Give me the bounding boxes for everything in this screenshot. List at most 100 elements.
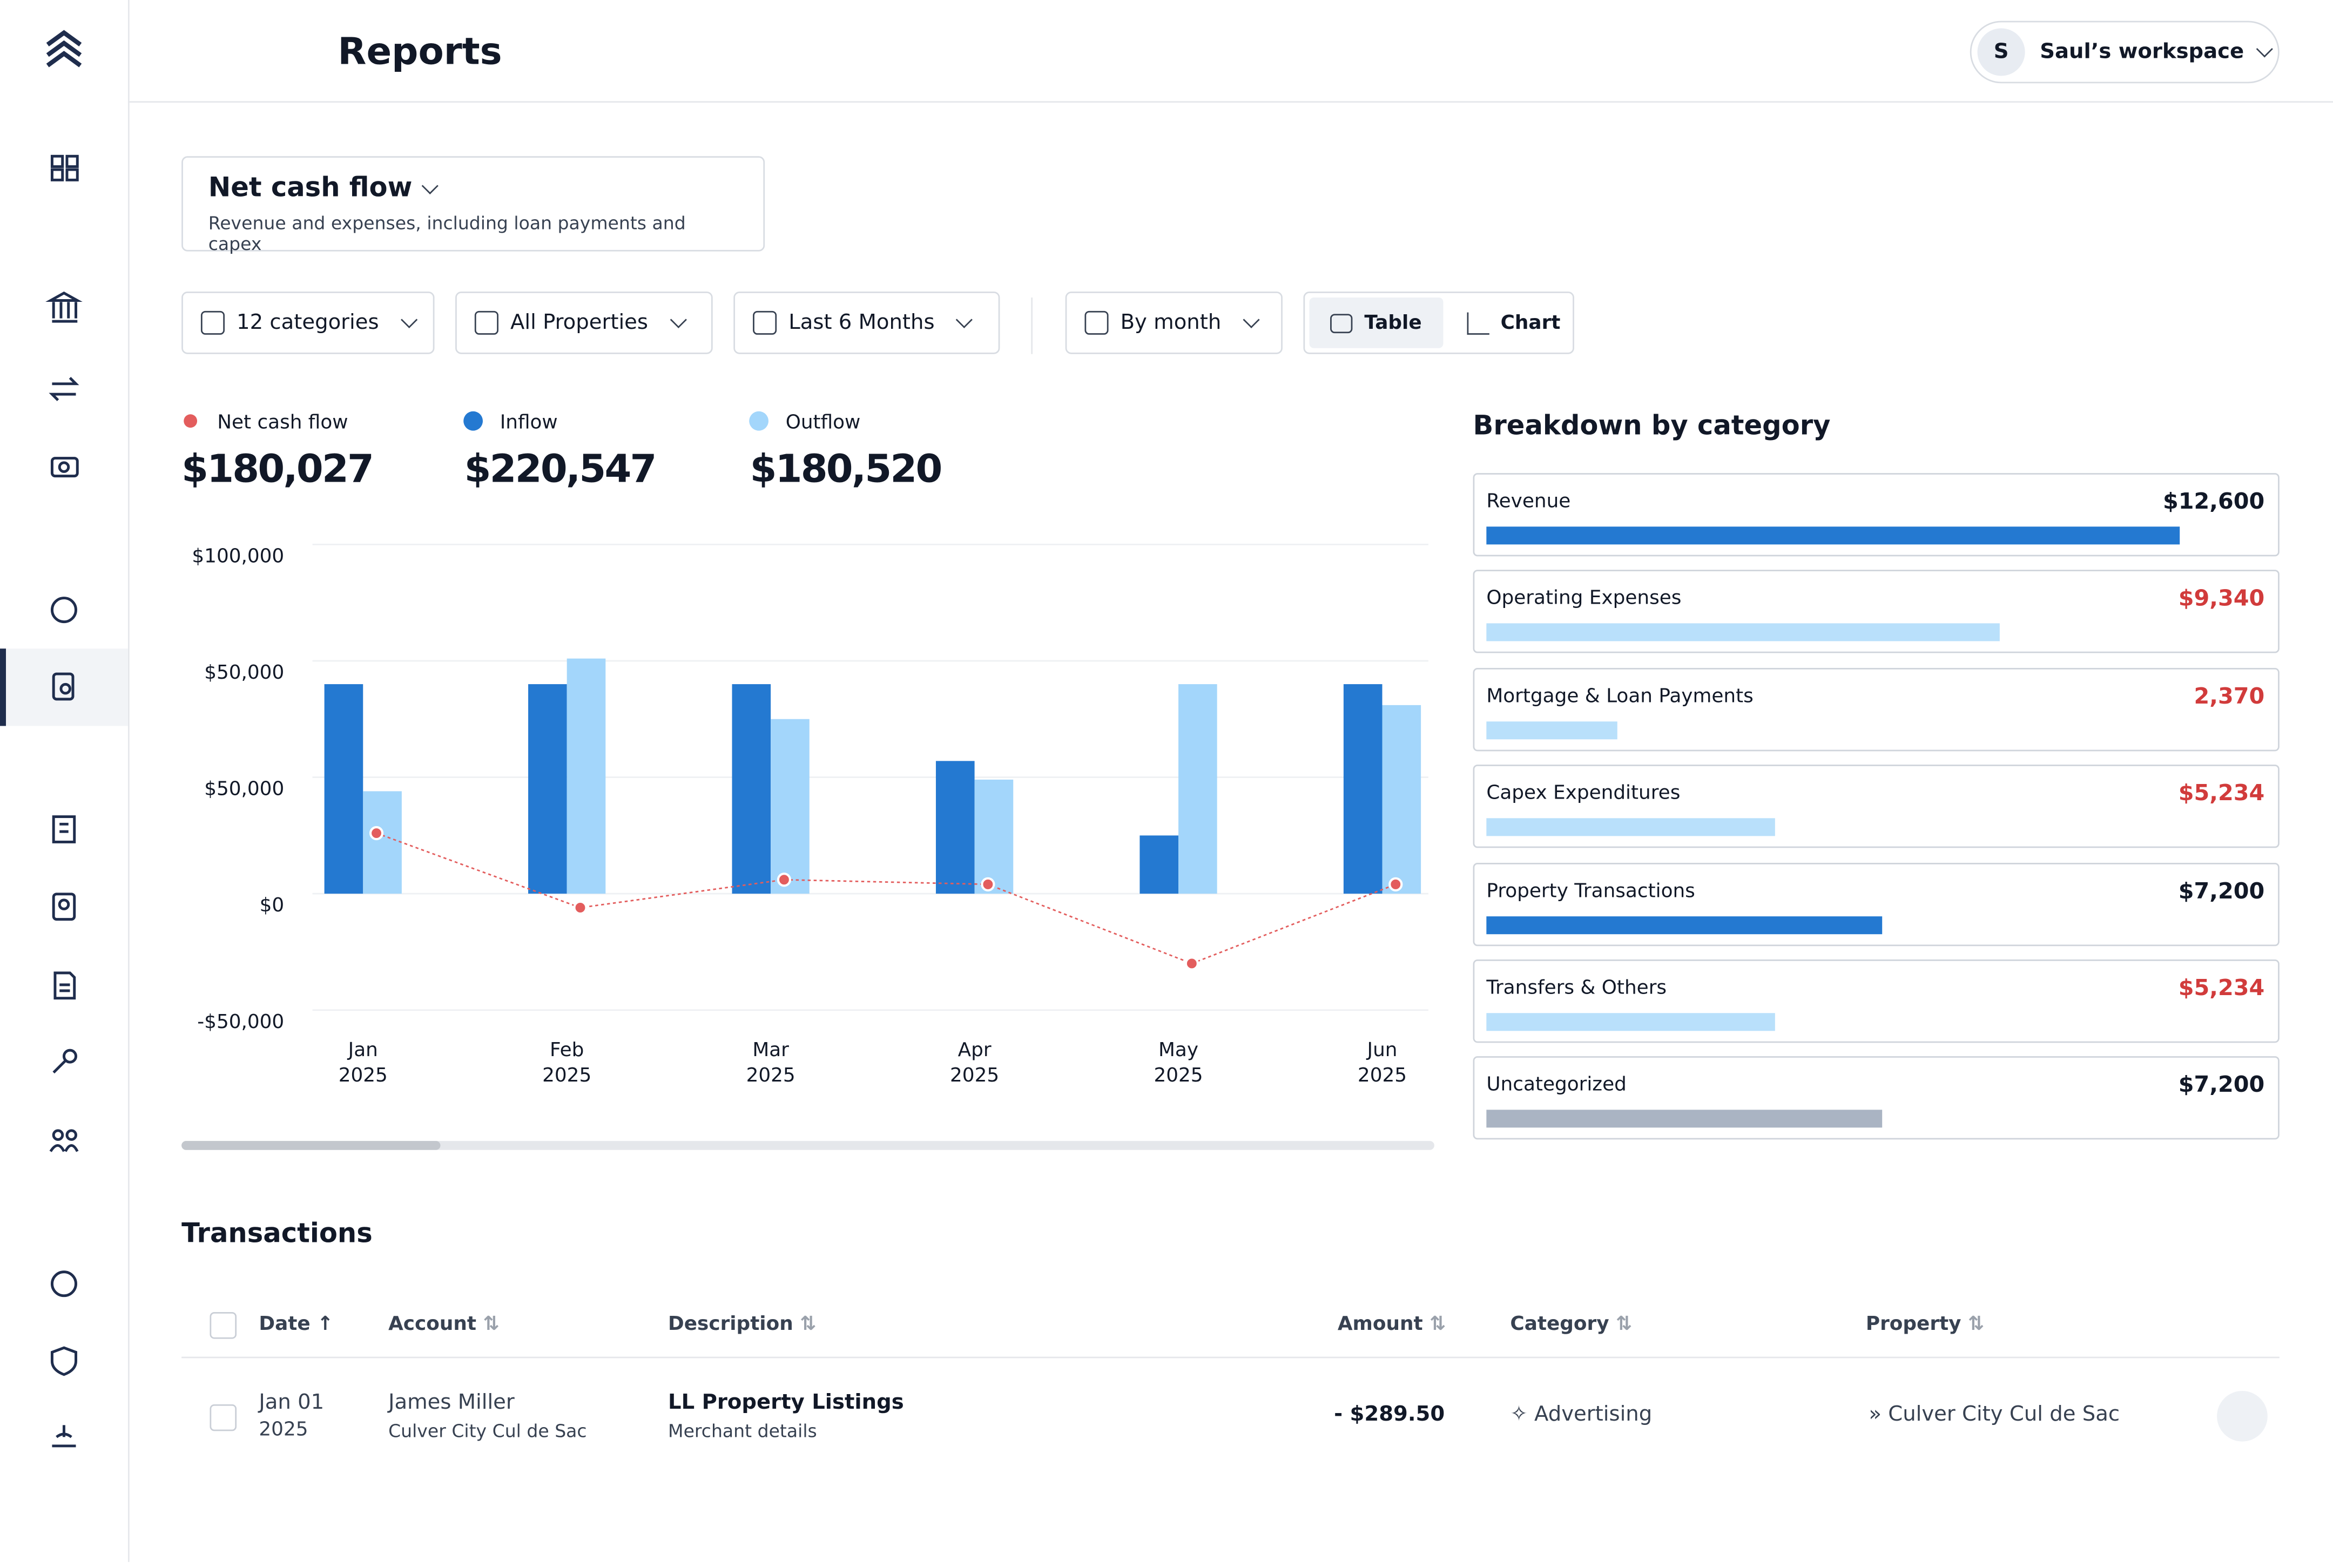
divider [1031, 298, 1033, 354]
y-tick-label: $50,000 [204, 778, 284, 800]
column-header[interactable]: Account ⇅ [388, 1313, 500, 1336]
breakdown-row[interactable]: Mortgage & Loan Payments 2,370 [1473, 667, 2280, 751]
description-sub: Merchant details [668, 1421, 817, 1442]
group-filter[interactable]: By month [1065, 291, 1283, 354]
category-name: Revenue [1486, 491, 1571, 513]
category-name: Operating Expenses [1486, 588, 1682, 611]
net-point [369, 826, 384, 841]
tab-label: Chart [1500, 312, 1561, 334]
category-value: $5,234 [2178, 780, 2265, 807]
category-bar [1486, 721, 1617, 739]
category-value: $7,200 [2178, 877, 2265, 904]
net-point [1388, 877, 1403, 891]
property-cell[interactable]: » Culver City Cul de Sac [1869, 1403, 2120, 1427]
column-header[interactable]: Amount ⇅ [1337, 1313, 1446, 1336]
report-subtitle: Revenue and expenses, including loan pay… [208, 212, 686, 255]
workspace-switcher[interactable]: S Saul’s workspace [1970, 21, 2280, 84]
column-header[interactable]: Category ⇅ [1510, 1313, 1633, 1336]
x-tick-label: Apr 2025 [950, 1039, 999, 1086]
column-header[interactable]: Description ⇅ [668, 1313, 817, 1336]
breakdown-row[interactable]: Property Transactions $7,200 [1473, 862, 2280, 946]
total-value: $180,520 [750, 447, 941, 491]
breakdown-row[interactable]: Uncategorized $7,200 [1473, 1057, 2280, 1140]
property-filter[interactable]: All Properties [455, 291, 713, 354]
account-cell: James Miller Culver City Cul de Sac [388, 1391, 587, 1442]
breakdown-row[interactable]: Capex Expenditures $5,234 [1473, 765, 2280, 848]
category-name: Uncategorized [1486, 1074, 1627, 1097]
bar [771, 719, 810, 894]
y-tick-label: $0 [260, 894, 285, 916]
breakdown-row[interactable]: Operating Expenses $9,340 [1473, 570, 2280, 654]
category-filter[interactable]: 12 categories [181, 291, 435, 354]
legend-swatch [749, 411, 769, 431]
review-button[interactable] [2217, 1391, 2268, 1442]
select-all[interactable] [210, 1312, 237, 1339]
legend-label: Inflow [500, 411, 558, 433]
category-name: Capex Expenditures [1486, 782, 1681, 806]
total-value: $220,547 [464, 447, 656, 491]
description-cell: LL Property Listings Merchant details [668, 1391, 904, 1442]
net-point [981, 877, 995, 891]
column-header[interactable]: Property ⇅ [1865, 1313, 1985, 1336]
sidebar [0, 0, 130, 1562]
property: Culver City Cul de Sac [1888, 1403, 2120, 1427]
bar [567, 658, 606, 894]
column-header[interactable]: Date ↑ [259, 1313, 334, 1336]
net-point [1184, 956, 1199, 971]
breakdown-row[interactable]: Transfers & Others $5,234 [1473, 959, 2280, 1043]
transactions-title: Transactions [181, 1218, 373, 1250]
date-filter[interactable]: Last 6 Months [733, 291, 1000, 354]
bar [1178, 684, 1217, 894]
row-checkbox[interactable] [210, 1404, 237, 1431]
filter-label: Last 6 Months [788, 310, 935, 335]
x-tick-label: Mar 2025 [746, 1039, 795, 1086]
category-cell[interactable]: ✧ Advertising [1510, 1403, 1653, 1427]
bar [732, 684, 771, 894]
account-sub: Culver City Cul de Sac [388, 1421, 587, 1442]
legend-swatch [463, 411, 483, 431]
tab-label: Table [1364, 312, 1422, 334]
bar [974, 779, 1014, 894]
y-tick-label: $100,000 [192, 545, 284, 567]
legend-label: Outflow [786, 411, 861, 433]
bar [1343, 684, 1383, 894]
bar [324, 684, 363, 894]
bar [1139, 835, 1179, 894]
bar [935, 761, 975, 894]
view-toggle: Table Chart [1303, 291, 1574, 354]
column-label: Account [388, 1313, 477, 1336]
category-bar [1486, 818, 1775, 836]
report-selector[interactable]: Net cash flow Revenue and expenses, incl… [181, 156, 765, 255]
breakdown-row[interactable]: Revenue $12,600 [1473, 473, 2280, 557]
category-value: $12,600 [2163, 488, 2265, 515]
category-bar [1486, 1110, 1883, 1128]
bar [363, 791, 402, 894]
table-divider [181, 1356, 2280, 1359]
category-bar [1486, 916, 1883, 934]
y-tick-label: -$50,000 [197, 1011, 284, 1033]
avatar: S [1977, 28, 2025, 76]
column-label: Category [1510, 1313, 1609, 1336]
category-value: $5,234 [2178, 974, 2265, 1002]
category-name: Property Transactions [1486, 880, 1695, 903]
legend-label: Net cash flow [217, 411, 348, 433]
net-point [777, 873, 792, 887]
header-divider [127, 101, 2333, 103]
table-tab[interactable]: Table [1309, 298, 1443, 348]
sidebar-icons [0, 30, 128, 1448]
chart-tab[interactable]: Chart [1448, 298, 1578, 348]
filter-label: By month [1120, 310, 1222, 335]
year: 2025 [259, 1419, 308, 1442]
scrollbar[interactable] [181, 1141, 1434, 1150]
category-value: $7,200 [2178, 1071, 2265, 1099]
x-tick-label: Jan 2025 [339, 1039, 388, 1086]
net-point [573, 900, 588, 915]
report-title: Net cash flow [208, 172, 413, 204]
filter-label: 12 categories [237, 310, 379, 335]
x-tick-label: Jun 2025 [1358, 1039, 1407, 1086]
category-bar [1486, 1013, 1775, 1031]
category: Advertising [1534, 1403, 1653, 1427]
bar [528, 684, 567, 894]
total-value: $180,027 [181, 447, 373, 491]
account: James Miller [388, 1391, 515, 1415]
